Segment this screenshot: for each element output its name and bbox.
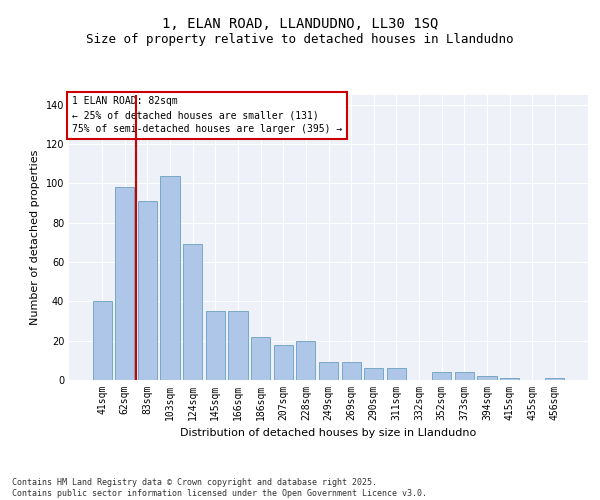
Bar [500,378,519,380]
Bar [206,311,225,380]
X-axis label: Distribution of detached houses by size in Llandudno: Distribution of detached houses by size … [181,428,476,438]
Bar [251,337,270,380]
Bar [296,340,316,380]
Text: Contains HM Land Registry data © Crown copyright and database right 2025.
Contai: Contains HM Land Registry data © Crown c… [12,478,427,498]
Bar [115,188,134,380]
Bar [545,378,565,380]
Bar [341,362,361,380]
Bar [229,311,248,380]
Bar [183,244,202,380]
Bar [92,302,112,380]
Bar [138,201,157,380]
Text: 1 ELAN ROAD: 82sqm
← 25% of detached houses are smaller (131)
75% of semi-detach: 1 ELAN ROAD: 82sqm ← 25% of detached hou… [71,96,342,134]
Text: 1, ELAN ROAD, LLANDUDNO, LL30 1SQ: 1, ELAN ROAD, LLANDUDNO, LL30 1SQ [162,18,438,32]
Y-axis label: Number of detached properties: Number of detached properties [30,150,40,325]
Bar [364,368,383,380]
Bar [477,376,497,380]
Bar [319,362,338,380]
Bar [274,344,293,380]
Bar [160,176,180,380]
Bar [387,368,406,380]
Text: Size of property relative to detached houses in Llandudno: Size of property relative to detached ho… [86,32,514,46]
Bar [432,372,451,380]
Bar [455,372,474,380]
